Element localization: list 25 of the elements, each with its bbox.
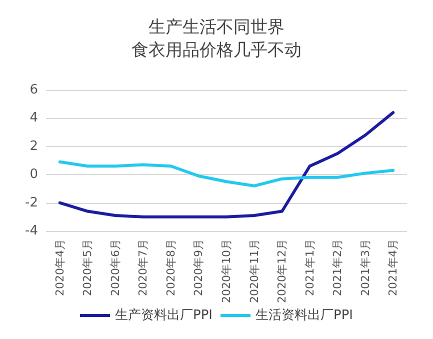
- chart-title: 生产生活不同世界: [148, 18, 284, 38]
- x-tick-label: 2020年11月: [248, 239, 261, 303]
- y-tick-label: 6: [30, 82, 38, 98]
- line-series: [58, 160, 395, 188]
- y-tick-label: 4: [30, 110, 38, 126]
- x-tick-label: 2020年8月: [164, 239, 178, 296]
- line-series: [58, 111, 395, 218]
- x-tick-label: 2020年6月: [108, 239, 122, 296]
- x-tick-label: 2021年1月: [303, 239, 316, 296]
- chart-subtitle: 食衣用品价格几乎不动: [132, 40, 302, 60]
- legend-label: 生活资料出厂PPI: [256, 308, 354, 323]
- x-tick-label: 2020年9月: [192, 239, 206, 296]
- x-tick-label: 2021年2月: [331, 239, 344, 296]
- y-tick-label: -4: [25, 224, 38, 238]
- x-tick-label: 2020年5月: [81, 239, 94, 296]
- y-tick-label: 0: [30, 167, 38, 182]
- x-tick-label: 2020年10月: [220, 239, 233, 303]
- x-tick-label: 2021年4月: [386, 239, 400, 296]
- x-tick-label: 2020年12月: [276, 239, 289, 303]
- y-tick-label: 2: [30, 138, 38, 154]
- legend-label: 生产资料出厂PPI: [114, 308, 213, 323]
- x-tick-label: 2020年7月: [136, 239, 150, 296]
- y-tick-label: -2: [25, 195, 38, 210]
- x-tick-label: 2021年3月: [358, 239, 372, 296]
- x-tick-label: 2020年4月: [53, 239, 66, 296]
